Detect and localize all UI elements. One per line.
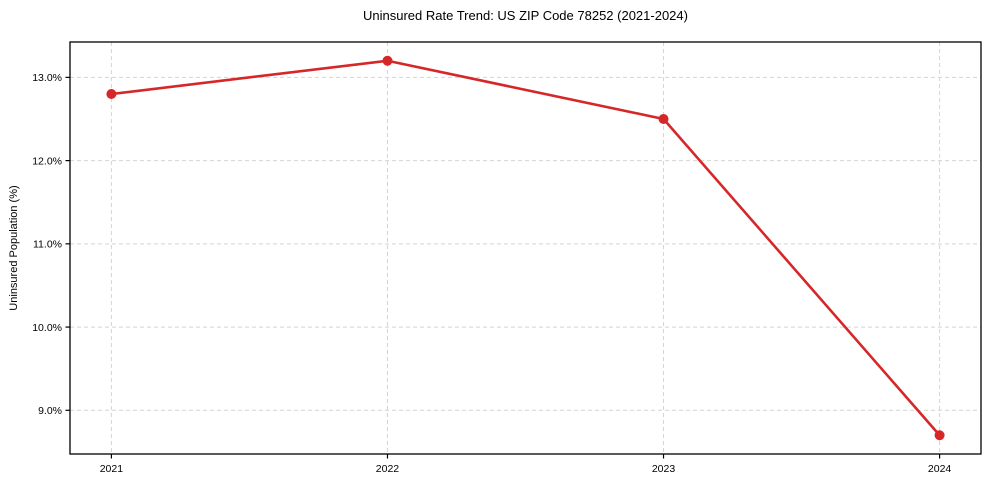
data-point xyxy=(106,89,117,100)
y-tick-label: 10.0% xyxy=(32,322,62,334)
plot-frame xyxy=(69,41,982,455)
y-tick-label: 11.0% xyxy=(33,239,62,251)
data-point xyxy=(658,113,669,124)
x-tick-label: 2022 xyxy=(376,463,400,475)
x-tick-label: 2023 xyxy=(652,463,676,475)
chart-title: Uninsured Rate Trend: US ZIP Code 78252 … xyxy=(363,8,688,23)
data-point xyxy=(382,55,393,66)
y-tick-label: 9.0% xyxy=(38,405,62,417)
x-tick-label: 2024 xyxy=(928,463,952,475)
x-tick-label: 2021 xyxy=(100,463,124,475)
trend-line xyxy=(110,59,941,437)
y-tick-label: 12.0% xyxy=(32,155,62,167)
y-tick-label: 13.0% xyxy=(32,72,62,84)
data-point xyxy=(934,430,945,441)
